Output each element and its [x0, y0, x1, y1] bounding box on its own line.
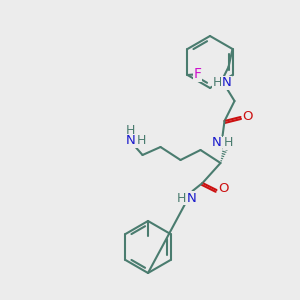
Text: N: N — [222, 76, 231, 89]
Text: H: H — [177, 191, 186, 205]
Text: N: N — [187, 191, 196, 205]
Text: H: H — [224, 136, 233, 149]
Text: N: N — [126, 134, 135, 148]
Text: O: O — [242, 110, 253, 122]
Text: H: H — [137, 134, 146, 148]
Text: H: H — [126, 124, 135, 136]
Text: O: O — [218, 182, 229, 196]
Text: F: F — [194, 67, 202, 81]
Text: H: H — [213, 76, 222, 89]
Text: N: N — [212, 136, 221, 149]
